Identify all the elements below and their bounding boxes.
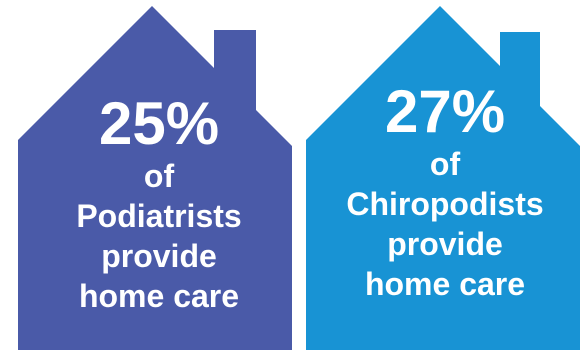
- chiropodists-line-4: home care: [364, 266, 526, 302]
- chiropodists-line-2: Chiropodists: [346, 186, 544, 222]
- house-left-label: 25% of Podiatrists provide home care: [30, 92, 288, 316]
- house-right-shape: [306, 6, 580, 350]
- chiropodists-percent: 27%: [384, 78, 506, 145]
- house-right-label: 27% of Chiropodists provide home care: [316, 80, 574, 304]
- podiatrists-line-4: home care: [78, 278, 240, 314]
- chiropodists-line-1: of: [429, 146, 461, 182]
- podiatrists-line-3: provide: [101, 238, 217, 274]
- podiatrists-line-1: of: [143, 158, 175, 194]
- house-left-shape: [18, 6, 292, 350]
- chiropodists-line-3: provide: [387, 226, 503, 262]
- podiatrists-line-2: Podiatrists: [76, 198, 242, 234]
- podiatrists-percent: 25%: [98, 90, 220, 157]
